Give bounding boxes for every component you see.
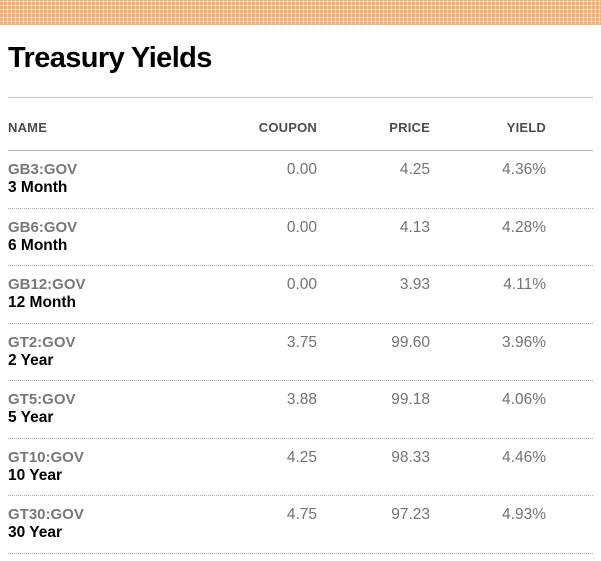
ticker-link[interactable]: GB3:GOV <box>8 161 78 178</box>
orange-gingham-banner <box>0 0 601 25</box>
coupon-value: 4.75 <box>286 506 317 523</box>
maturity-label: 6 Month <box>8 236 68 254</box>
coupon-value: 4.25 <box>286 448 317 466</box>
name-cell: GB3:GOV 3 Month <box>8 161 217 197</box>
table-row: GT10:GOV 10 Year 4.25 98.33 4.46% <box>8 439 593 496</box>
column-header-price: PRICE <box>389 120 430 135</box>
title-divider <box>8 97 593 98</box>
price-value: 99.18 <box>391 391 430 408</box>
table-row: GB3:GOV 3 Month 0.00 4.25 4.36% <box>8 151 593 209</box>
table-row: GT2:GOV 2 Year 3.75 99.60 3.96% <box>8 324 593 381</box>
coupon-value: 0.00 <box>286 218 317 236</box>
ticker-link[interactable]: GT10:GOV <box>8 448 84 466</box>
name-cell: GT5:GOV 5 Year <box>8 391 217 427</box>
maturity-label: 5 Year <box>8 409 54 426</box>
name-cell: GT2:GOV 2 Year <box>8 334 217 370</box>
ticker-link[interactable]: GT2:GOV <box>8 333 76 351</box>
ticker-link[interactable]: GB12:GOV <box>8 276 86 293</box>
column-header-yield: YIELD <box>506 120 546 135</box>
yield-value: 3.96% <box>502 333 546 351</box>
maturity-label: 2 Year <box>8 351 54 369</box>
coupon-value: 3.75 <box>286 333 317 351</box>
column-header-name: NAME <box>8 120 48 135</box>
page-title: Treasury Yields <box>8 42 212 74</box>
price-value: 97.23 <box>391 506 430 523</box>
coupon-value: 0.00 <box>286 161 317 178</box>
treasury-yields-table: NAME COUPON PRICE YIELD GB3:GOV 3 Month … <box>8 98 593 554</box>
yield-value: 4.36% <box>502 161 546 178</box>
yield-value: 4.06% <box>502 391 546 408</box>
table-row: GB6:GOV 6 Month 0.00 4.13 4.28% <box>8 209 593 266</box>
yield-value: 4.11% <box>503 276 546 293</box>
ticker-link[interactable]: GB6:GOV <box>8 218 78 236</box>
column-header-coupon: COUPON <box>258 120 317 135</box>
price-value: 99.60 <box>391 333 430 351</box>
name-cell: GB6:GOV 6 Month <box>8 219 217 255</box>
price-value: 4.25 <box>399 161 430 178</box>
table-row: GB12:GOV 12 Month 0.00 3.93 4.11% <box>8 266 593 324</box>
maturity-label: 12 Month <box>8 294 77 311</box>
name-cell: GT30:GOV 30 Year <box>8 506 217 542</box>
coupon-value: 0.00 <box>286 276 317 293</box>
name-cell: GB12:GOV 12 Month <box>8 276 217 312</box>
yield-value: 4.46% <box>502 448 546 466</box>
maturity-label: 3 Month <box>8 179 68 196</box>
table-header-row: NAME COUPON PRICE YIELD <box>8 98 593 151</box>
yield-value: 4.93% <box>502 506 546 523</box>
maturity-label: 30 Year <box>8 524 63 541</box>
yield-value: 4.28% <box>502 218 546 236</box>
table-row: GT30:GOV 30 Year 4.75 97.23 4.93% <box>8 496 593 554</box>
ticker-link[interactable]: GT30:GOV <box>8 506 84 523</box>
table-row: GT5:GOV 5 Year 3.88 99.18 4.06% <box>8 381 593 439</box>
price-value: 4.13 <box>399 218 430 236</box>
maturity-label: 10 Year <box>8 466 63 484</box>
ticker-link[interactable]: GT5:GOV <box>8 391 76 408</box>
coupon-value: 3.88 <box>286 391 317 408</box>
price-value: 98.33 <box>391 448 430 466</box>
price-value: 3.93 <box>399 276 430 293</box>
name-cell: GT10:GOV 10 Year <box>8 449 217 485</box>
